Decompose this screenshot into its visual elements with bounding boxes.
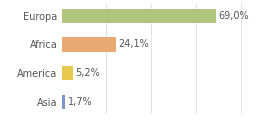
Text: 1,7%: 1,7% xyxy=(68,97,92,107)
Bar xyxy=(62,9,216,23)
Bar xyxy=(62,95,66,109)
Text: 69,0%: 69,0% xyxy=(218,11,249,21)
Text: 24,1%: 24,1% xyxy=(118,39,149,49)
Bar xyxy=(62,37,116,52)
Bar xyxy=(62,66,73,80)
Text: 5,2%: 5,2% xyxy=(76,68,100,78)
